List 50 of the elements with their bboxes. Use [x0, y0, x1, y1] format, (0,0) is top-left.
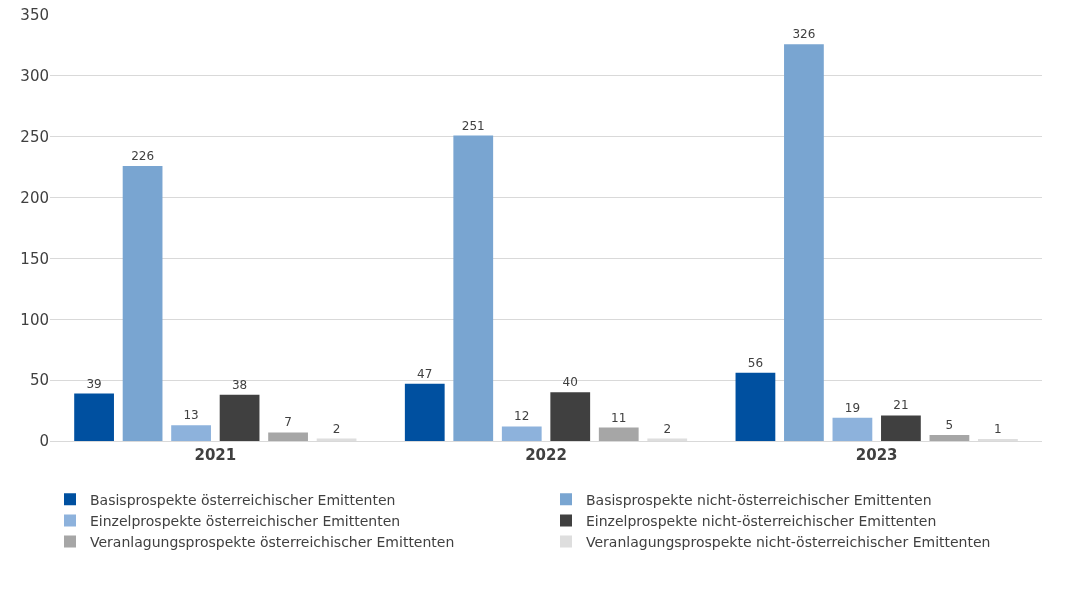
data-label: 326 — [792, 27, 816, 42]
x-tick-label: 2023 — [855, 446, 898, 464]
bar — [268, 432, 308, 441]
legend-label: Einzelprospekte nicht-österreichischer Emittenten — [586, 512, 937, 529]
data-label: 21 — [893, 398, 909, 413]
data-label: 47 — [417, 366, 433, 381]
data-label: 19 — [844, 400, 861, 415]
bar — [122, 165, 163, 441]
data-label: 5 — [945, 417, 954, 432]
bar — [404, 383, 445, 441]
y-tick-label: 300 — [20, 67, 49, 86]
y-tick-label: 350 — [20, 6, 49, 25]
data-label: 38 — [231, 377, 248, 392]
x-tick-label: 2022 — [525, 446, 567, 464]
data-label: 7 — [284, 415, 292, 430]
y-tick-label: 200 — [20, 188, 49, 207]
bar — [735, 372, 776, 441]
bar — [929, 434, 970, 441]
data-label: 2 — [332, 421, 341, 436]
data-label: 13 — [183, 408, 199, 423]
data-label: 1 — [994, 422, 1002, 436]
data-label: 11 — [611, 410, 627, 425]
bar — [784, 44, 824, 441]
legend-label: Basisprospekte nicht-österreichischer Emittenten — [586, 491, 932, 508]
y-tick-label: 100 — [20, 310, 49, 329]
data-label: 12 — [514, 409, 530, 424]
bar — [74, 393, 114, 441]
legend-label: Basisprospekte österreichischer Emittenten — [90, 491, 396, 508]
legend-label: Einzelprospekte österreichischer Emittenten — [90, 512, 401, 529]
bar — [881, 415, 921, 441]
data-label: 39 — [86, 376, 102, 391]
bar — [598, 427, 639, 441]
bar — [453, 135, 494, 441]
y-tick-label: 50 — [29, 371, 49, 390]
bar — [171, 425, 211, 441]
y-tick-label: 250 — [20, 127, 49, 146]
data-label: 2 — [663, 421, 672, 436]
bar — [219, 394, 260, 441]
bar — [550, 392, 591, 441]
data-label: 40 — [562, 375, 578, 390]
x-tick-label: 2021 — [194, 446, 237, 464]
bar — [501, 426, 542, 441]
data-label: 226 — [131, 148, 155, 163]
legend-label: Veranlagungsprospekte österreichischer Emittenten — [90, 534, 455, 551]
data-label: 56 — [747, 355, 764, 370]
legend-label: Veranlagungsprospekte nicht-österreichischer Emittenten — [586, 534, 991, 551]
y-tick-label: 0 — [39, 432, 49, 451]
y-tick-label: 150 — [20, 249, 49, 268]
data-label: 251 — [461, 118, 485, 133]
bar — [832, 417, 873, 441]
